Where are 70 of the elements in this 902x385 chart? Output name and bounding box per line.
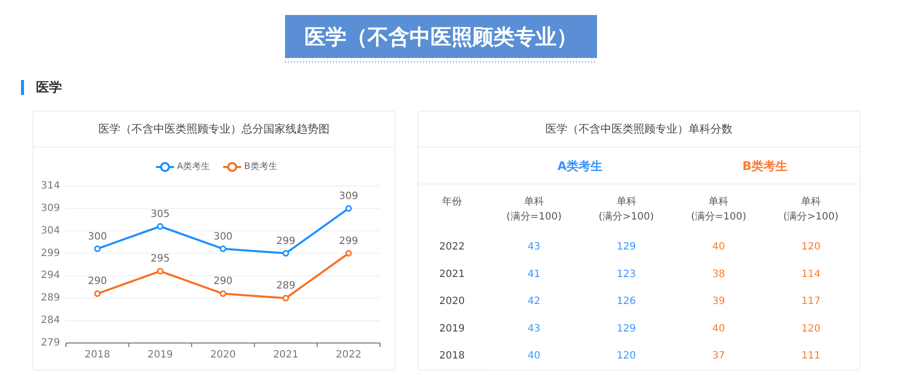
point bbox=[156, 223, 164, 230]
chart-title: 医学（不含中医类照顾专业）单科分数 bbox=[546, 122, 732, 136]
data-label: 309 bbox=[339, 190, 358, 202]
legend-label: B类考生 bbox=[244, 161, 278, 172]
data-label: 40 bbox=[528, 350, 540, 362]
y-tick-label: 2019 bbox=[439, 323, 465, 334]
legend-label: A类考生 bbox=[177, 161, 210, 172]
x-tick-label: 单科 (满分=100) bbox=[506, 196, 562, 222]
y-tick-label: 289 bbox=[40, 292, 60, 304]
data-label: 43 bbox=[528, 323, 540, 334]
data-label: 42 bbox=[528, 296, 540, 307]
data-label: 129 bbox=[616, 242, 636, 252]
x-tick-label: 单科 (满分>100) bbox=[598, 196, 654, 222]
x-tick-label: 单科 (满分>100) bbox=[783, 196, 839, 222]
data-label: 123 bbox=[616, 268, 636, 280]
y-axis-title: 年份 bbox=[442, 196, 462, 208]
point bbox=[220, 290, 226, 297]
x-tick-label: 2020 bbox=[210, 350, 236, 360]
text: B类考生 bbox=[742, 159, 788, 173]
point bbox=[282, 294, 290, 302]
y-tick-label: 2020 bbox=[439, 296, 465, 307]
data-label: 290 bbox=[88, 276, 107, 288]
x-tick-label: 2019 bbox=[147, 350, 173, 360]
data-label: 37 bbox=[712, 350, 725, 362]
point bbox=[94, 246, 101, 252]
data-label: 126 bbox=[616, 296, 636, 307]
y-tick-label: 279 bbox=[40, 338, 60, 348]
data-label: 111 bbox=[801, 350, 820, 362]
point bbox=[282, 250, 290, 257]
data-label: 129 bbox=[616, 323, 636, 334]
x-tick-label: 2021 bbox=[273, 350, 299, 360]
y-tick-label: 294 bbox=[40, 270, 60, 282]
point bbox=[345, 250, 352, 257]
data-label: 290 bbox=[213, 276, 233, 288]
text: 医学（不含中医照顾类专业） bbox=[304, 25, 578, 49]
point bbox=[156, 268, 164, 274]
data-label: 114 bbox=[801, 268, 820, 280]
data-label: 289 bbox=[276, 280, 296, 292]
data-label: 120 bbox=[616, 350, 636, 362]
chart-title: 医学（不含中医类照顾专业）总分国家线趋势图 bbox=[98, 122, 330, 136]
x-tick-label: 2018 bbox=[84, 350, 110, 360]
y-tick-label: 284 bbox=[40, 315, 60, 326]
data-label: 43 bbox=[528, 242, 540, 252]
data-label: 299 bbox=[276, 236, 296, 247]
data-label: 117 bbox=[801, 296, 820, 307]
data-label: 300 bbox=[213, 231, 233, 242]
data-label: 41 bbox=[528, 268, 540, 280]
y-tick-label: 299 bbox=[40, 248, 60, 259]
data-label: 120 bbox=[801, 242, 820, 252]
text: A类考生 bbox=[557, 159, 603, 173]
data-label: 40 bbox=[712, 323, 725, 334]
data-label: 299 bbox=[339, 236, 358, 247]
text: 医学 bbox=[36, 80, 62, 96]
data-label: 39 bbox=[712, 296, 725, 307]
x-tick-label: 单科 (满分=100) bbox=[690, 196, 746, 222]
y-tick-label: 314 bbox=[40, 180, 60, 192]
data-label: 38 bbox=[712, 268, 725, 280]
y-tick-label: 304 bbox=[40, 225, 60, 236]
data-label: 295 bbox=[150, 254, 170, 265]
point bbox=[345, 205, 352, 212]
y-tick-label: 2021 bbox=[439, 268, 465, 280]
data-label: 305 bbox=[150, 208, 170, 220]
y-tick-label: 309 bbox=[40, 202, 60, 214]
data-label: 40 bbox=[712, 242, 725, 252]
data-label: 120 bbox=[801, 323, 820, 334]
point bbox=[94, 290, 101, 297]
y-tick-label: 2022 bbox=[439, 242, 465, 252]
point bbox=[220, 246, 226, 252]
x-tick-label: 2022 bbox=[336, 350, 362, 360]
data-label: 300 bbox=[88, 231, 107, 242]
